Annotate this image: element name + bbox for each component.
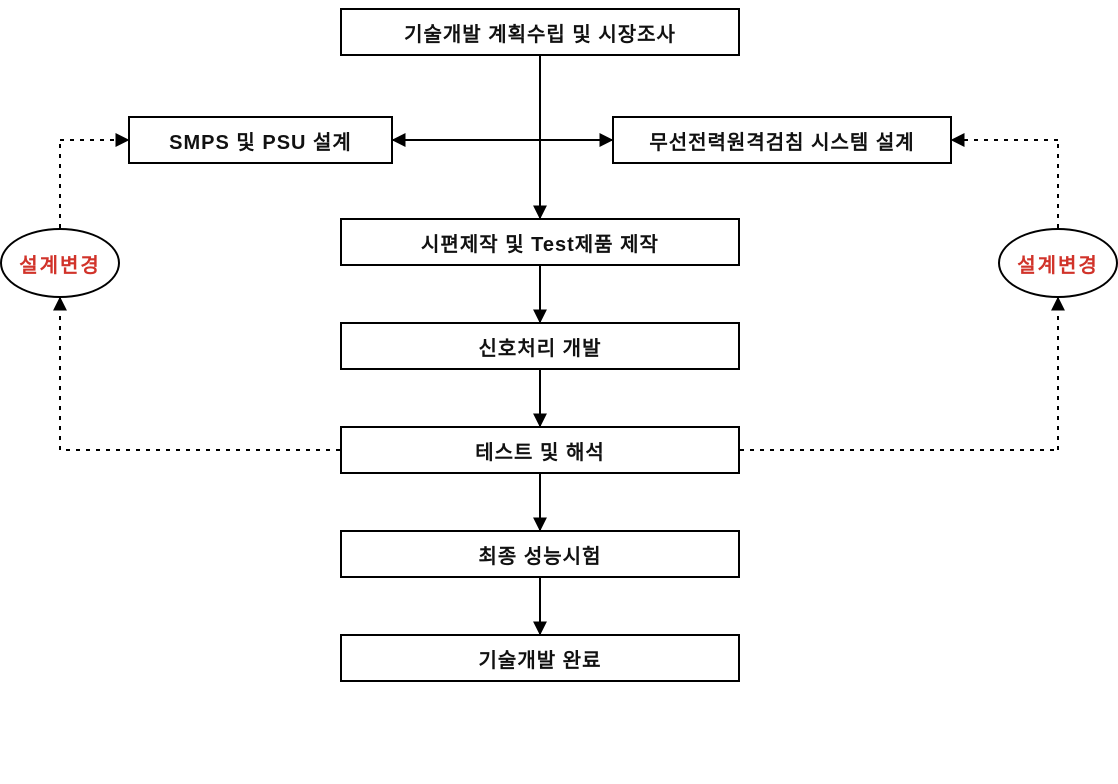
flowchart-canvas: 기술개발 계획수립 및 시장조사 SMPS 및 PSU 설계 무선전력원격검침 … [0, 0, 1118, 784]
node-label: 최종 성능시험 [479, 540, 602, 569]
node-wireless-design: 무선전력원격검침 시스템 설계 [612, 116, 952, 164]
node-design-change-left: 설계변경 [0, 228, 120, 298]
node-label: SMPS 및 PSU 설계 [169, 126, 352, 155]
node-prototype: 시편제작 및 Test제품 제작 [340, 218, 740, 266]
node-label: 무선전력원격검침 시스템 설계 [649, 126, 914, 155]
node-final-test: 최종 성능시험 [340, 530, 740, 578]
node-label: 설계변경 [19, 249, 101, 278]
node-design-change-right: 설계변경 [998, 228, 1118, 298]
node-plan: 기술개발 계획수립 및 시장조사 [340, 8, 740, 56]
node-label: 시편제작 및 Test제품 제작 [421, 228, 659, 257]
node-signal-dev: 신호처리 개발 [340, 322, 740, 370]
node-label: 신호처리 개발 [479, 332, 602, 361]
node-smps-psu: SMPS 및 PSU 설계 [128, 116, 393, 164]
node-label: 기술개발 계획수립 및 시장조사 [404, 18, 676, 47]
node-test-analysis: 테스트 및 해석 [340, 426, 740, 474]
node-label: 설계변경 [1017, 249, 1099, 278]
node-label: 테스트 및 해석 [475, 436, 605, 465]
node-label: 기술개발 완료 [479, 644, 602, 673]
node-complete: 기술개발 완료 [340, 634, 740, 682]
